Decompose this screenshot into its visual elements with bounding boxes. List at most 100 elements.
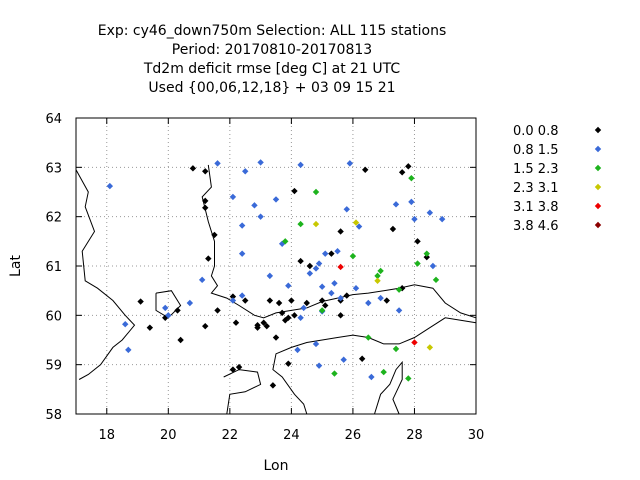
legend-label: 3.1 3.8 [513,200,558,215]
data-point [294,346,301,354]
chart-title: Exp: cy46_down750m Selection: ALL 115 st… [98,23,447,96]
x-tick-label: 24 [283,428,300,443]
data-point [297,257,304,265]
data-point [165,312,172,319]
data-point [405,375,412,382]
x-axis-label: Lon [264,458,289,474]
x-tick-label: 18 [98,428,115,443]
data-point [395,307,403,314]
data-point [257,159,264,166]
chart-title-line: Period: 20170810-20170813 [172,42,372,58]
coastline-path [374,360,403,415]
data-point [408,198,415,206]
y-tick-label: 59 [45,359,62,374]
chart-title-line: Used {00,06,12,18} + 03 09 15 21 [148,80,395,96]
data-point [383,297,390,304]
data-point [242,297,249,304]
data-point [291,312,298,319]
data-point [328,250,335,257]
data-point [315,260,323,267]
data-point [189,165,197,172]
data-point [343,292,350,299]
data-point [238,292,246,299]
data-point [340,356,347,363]
data-point [377,294,384,302]
data-points [106,159,446,389]
data-point [285,360,292,367]
data-point [312,340,320,348]
legend-label: 1.5 2.3 [513,162,558,177]
chart-title-line: Td2m deficit rmse [deg C] at 21 UTC [143,61,401,77]
data-point [414,260,421,267]
data-point [202,168,209,175]
data-point [242,168,249,175]
legend-marker [594,126,602,134]
data-point [318,283,326,290]
data-point [337,294,344,302]
data-point [214,307,221,314]
x-tick-label: 20 [160,428,177,443]
data-point [405,163,412,170]
data-point [205,255,212,262]
data-point [211,231,218,239]
data-point [106,182,114,190]
y-axis-label: Lat [8,255,24,277]
data-point [285,282,292,289]
y-tick-label: 60 [45,309,62,324]
y-tick-label: 61 [45,260,62,275]
data-point [229,193,237,201]
data-point [272,334,280,341]
data-point [282,238,289,245]
data-point [429,262,437,270]
data-point [312,188,320,196]
y-tick-label: 63 [45,161,62,176]
coastline-path [75,169,136,380]
data-point [251,202,258,209]
data-point [125,346,132,354]
axis-ticks: 18 20 22 24 26 28 30 58 59 60 61 62 63 64 [45,112,484,443]
data-point [432,276,440,284]
data-point [377,267,384,275]
data-point [254,324,261,331]
data-point [374,277,381,284]
chart-title-line: Exp: cy46_down750m Selection: ALL 115 st… [98,23,447,39]
data-point [257,213,264,220]
data-point [352,219,360,226]
data-point [303,299,310,307]
data-point [235,363,243,371]
data-point [328,289,335,297]
data-point [343,206,350,213]
data-point [374,272,381,280]
data-point [202,322,209,330]
data-point [229,366,237,373]
y-tick-label: 58 [45,408,62,423]
legend-marker [594,145,602,153]
data-point [331,370,338,377]
data-point [266,272,274,280]
x-tick-label: 26 [345,428,362,443]
y-tick-label: 62 [45,211,62,226]
data-point [122,321,129,328]
data-point [146,324,154,331]
data-point [312,220,320,228]
data-point [297,161,304,169]
data-point [337,228,344,235]
data-point [177,336,184,344]
data-point [238,250,246,257]
data-point [392,345,400,353]
data-point [318,297,326,304]
legend-label: 2.3 3.1 [513,181,558,196]
data-point [202,204,209,211]
data-point [362,166,369,173]
y-tick-label: 64 [45,112,62,127]
data-point [358,355,366,362]
data-point [229,293,237,300]
data-point [238,222,246,229]
data-point [334,248,341,255]
coastline-path [201,164,477,319]
legend-marker [594,221,602,229]
legend: 0.0 0.8 0.8 1.5 1.5 2.3 2.3 3.1 3.1 3.8 3.8 4… [513,124,602,234]
coastline-path [155,290,182,319]
data-point [272,196,280,203]
